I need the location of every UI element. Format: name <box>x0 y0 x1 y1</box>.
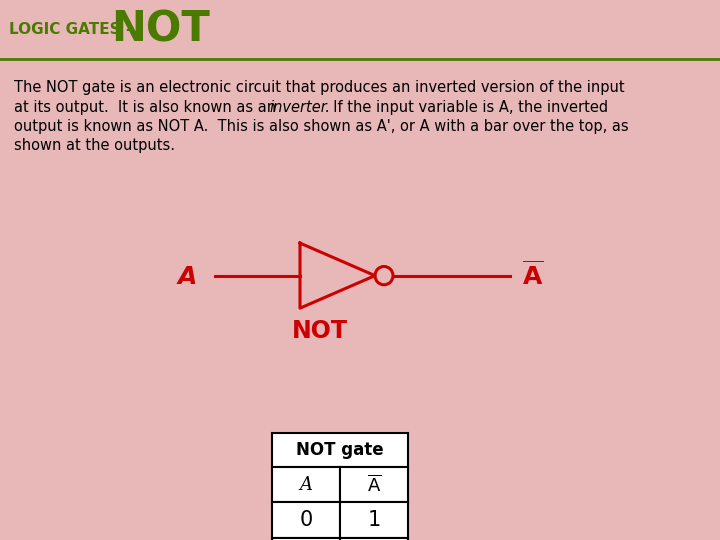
Text: at its output.  It is also known as an: at its output. It is also known as an <box>14 100 281 114</box>
Text: NOT: NOT <box>292 319 348 343</box>
Bar <box>340 502 408 538</box>
Text: 0: 0 <box>300 510 312 530</box>
Text: LOGIC GATES -: LOGIC GATES - <box>9 22 137 37</box>
Text: $\overline{\mathrm{A}}$: $\overline{\mathrm{A}}$ <box>367 474 381 495</box>
Text: NOT gate: NOT gate <box>296 441 384 459</box>
Bar <box>272 538 340 540</box>
Text: The NOT gate is an electronic circuit that produces an inverted version of the i: The NOT gate is an electronic circuit th… <box>14 80 625 96</box>
Text: $\overline{\mathbf{A}}$: $\overline{\mathbf{A}}$ <box>522 261 544 290</box>
Bar <box>272 467 340 502</box>
Bar <box>272 433 408 467</box>
Text: A: A <box>178 265 197 289</box>
Text: NOT: NOT <box>112 9 210 51</box>
Text: 1: 1 <box>367 510 381 530</box>
Bar <box>340 467 408 502</box>
Text: A: A <box>300 476 312 494</box>
Text: shown at the outputs.: shown at the outputs. <box>14 138 175 153</box>
Text: inverter.: inverter. <box>269 100 330 114</box>
Text: output is known as NOT A.  This is also shown as A', or A with a bar over the to: output is known as NOT A. This is also s… <box>14 119 629 134</box>
Text: If the input variable is A, the inverted: If the input variable is A, the inverted <box>324 100 608 114</box>
Bar <box>272 502 340 538</box>
Bar <box>340 538 408 540</box>
